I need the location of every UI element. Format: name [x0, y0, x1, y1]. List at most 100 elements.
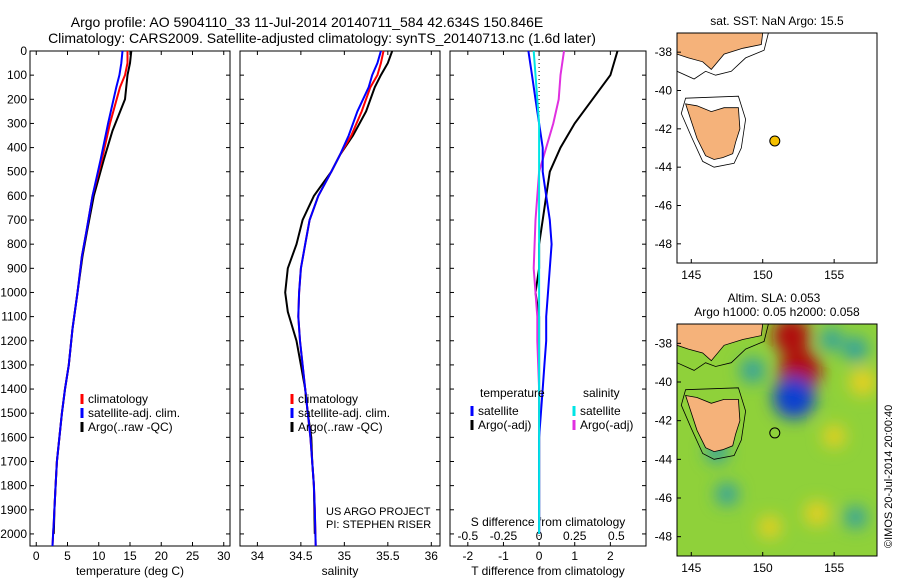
y-tick-label: 1100: [1, 310, 27, 324]
x-tick-label: 150: [753, 268, 773, 282]
x-tick-label: 36: [425, 549, 439, 563]
x-tick-label: 0: [33, 549, 40, 563]
y-tick-label: 1800: [0, 479, 27, 493]
argo-position-marker: [769, 427, 781, 439]
plot-frame: [449, 50, 647, 547]
y-tick-label: -40: [655, 84, 673, 98]
y-tick-label: -42: [655, 414, 673, 428]
title-line-1: Argo profile: AO 5904110_33 11-Jul-2014 …: [71, 14, 544, 30]
y-tick-label: 700: [7, 213, 27, 227]
y-tick-label: -40: [655, 375, 673, 389]
series-climatology: [51, 51, 129, 547]
y-tick-label: 1600: [0, 430, 27, 444]
x-tick-label: -1: [498, 549, 509, 563]
x-tick-label: 35: [338, 549, 352, 563]
map-frame: [676, 323, 878, 557]
y-tick-label: 1200: [0, 334, 27, 348]
us-argo-label: US ARGO PROJECT: [326, 506, 431, 518]
y-tick-label: -38: [655, 45, 673, 59]
legend-entry: satellite: [580, 404, 621, 418]
x-tick-label: 155: [824, 561, 844, 575]
title-line-2: Climatology: CARS2009. Satellite-adjuste…: [48, 30, 596, 46]
sla-anomaly: [758, 515, 782, 539]
series-satellite-adj-clim-: [297, 50, 382, 547]
salinity-panel: 34 34.5 35 35.5 36 salinity climatologysatelli…: [239, 50, 441, 578]
y-tick-label: 600: [7, 189, 27, 203]
temperature-panel: 0100200300400500600700800900100011001200…: [0, 44, 230, 578]
plot-frame: [239, 50, 441, 547]
legend-entry: climatology: [88, 392, 148, 406]
tasmania-land: [685, 394, 741, 453]
series-climatology: [297, 50, 385, 547]
series-argo-raw-qc-: [52, 50, 133, 534]
mainland-land: [677, 33, 764, 70]
y-tick-label: -48: [655, 237, 673, 251]
y-tick-label: 1500: [0, 406, 27, 420]
imos-stamp: ©IMOS 20-Jul-2014 20:00:40: [883, 405, 895, 548]
imos-label: ©IMOS 20-Jul-2014 20:00:40: [883, 405, 895, 548]
sla-map: 145 150 155 -38 -40 -42 -44 -46 -48 Altim. SLA: 0…: [655, 291, 878, 575]
y-tick-label: 500: [7, 165, 27, 179]
legend-entry: climatology: [298, 392, 358, 406]
map-content: [677, 324, 877, 556]
legend-entry: satellite: [478, 404, 519, 418]
y-tick-label: -44: [655, 452, 673, 466]
y-tick-label: 100: [7, 68, 27, 82]
x-tick-label: 0: [536, 549, 543, 563]
plot-frame: [29, 50, 231, 547]
sst-map: 145 150 155 -38 -40 -42 -44 -46 -48 sat. SST: NaN…: [655, 14, 878, 282]
x-axis-label: temperature (deg C): [76, 564, 184, 578]
x-tick-label: 145: [681, 561, 701, 575]
sla-anomaly: [844, 506, 867, 529]
y-tick-label: 2000: [0, 527, 27, 541]
y-tick-label: 1400: [0, 382, 27, 396]
y-tick-label: 200: [7, 92, 27, 106]
legend-entry: Argo(..raw -QC): [88, 420, 173, 434]
tasmania-land: [685, 103, 741, 160]
x-tick-label: 30: [217, 549, 231, 563]
y-tick-label: -48: [655, 530, 673, 544]
x-tick-label: 1: [571, 549, 578, 563]
sla-map-title-1: Altim. SLA: 0.053: [728, 291, 821, 305]
legend-entry: Argo(..raw -QC): [298, 420, 383, 434]
map-content: [677, 33, 877, 263]
sst-map-title: sat. SST: NaN Argo: 15.5: [710, 14, 844, 28]
y-tick-label: 1900: [0, 503, 27, 517]
shelf-contour: [677, 324, 769, 371]
top-scale-label: 0.5: [608, 529, 625, 543]
x-tick-label: 20: [155, 549, 169, 563]
y-tick-label: 300: [7, 116, 27, 130]
y-tick-label: -38: [655, 336, 673, 350]
x-tick-label: 155: [824, 268, 844, 282]
legend-entry: satellite-adj. clim.: [88, 406, 180, 420]
series-salinity-satellite: [532, 50, 541, 534]
map-frame: [676, 32, 878, 264]
y-tick-label: 0: [20, 44, 27, 58]
series-satellite-adj-clim-: [51, 50, 124, 547]
y-tick-label: 400: [7, 141, 27, 155]
x-tick-label: 34.5: [289, 549, 313, 563]
sla-anomaly: [843, 336, 868, 362]
shelf-contour: [677, 33, 769, 80]
y-tick-label: 800: [7, 237, 27, 251]
sla-anomaly: [740, 358, 766, 383]
y-tick-label: 1700: [0, 454, 27, 468]
legend-entry: Argo(-adj): [580, 418, 633, 432]
shelf-contour: [680, 95, 747, 168]
y-tick-label: -42: [655, 122, 673, 136]
x-tick-label: 145: [681, 268, 701, 282]
sla-anomaly: [849, 368, 877, 396]
x-tick-label: 15: [123, 549, 137, 563]
sla-anomaly: [715, 482, 739, 506]
top-scale-label: 0.25: [563, 529, 587, 543]
series-argo-raw-qc-: [284, 50, 394, 534]
legend-entry: Argo(-adj): [478, 418, 531, 432]
mainland-land: [677, 324, 764, 362]
legend-heading: salinity: [583, 386, 620, 400]
x-tick-label: 34: [251, 549, 265, 563]
legend-heading: temperature: [480, 386, 545, 400]
pi-label: PI: STEPHEN RISER: [326, 519, 431, 531]
sla-anomaly: [804, 501, 830, 526]
shelf-contour: [680, 387, 747, 460]
